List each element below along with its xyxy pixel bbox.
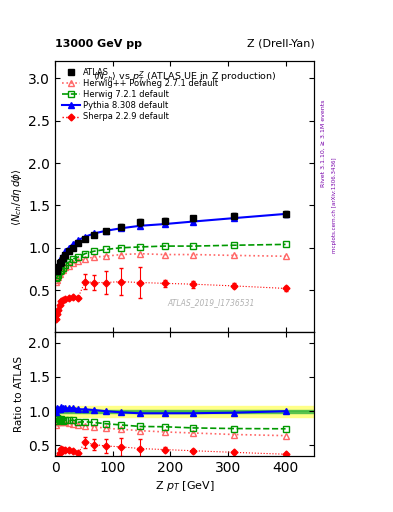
Pythia 8.308 default xyxy=(162,221,167,227)
Herwig 7.2.1 default xyxy=(118,245,123,251)
Herwig 7.2.1 default xyxy=(55,273,60,280)
Line: Herwig 7.2.1 default: Herwig 7.2.1 default xyxy=(53,241,289,282)
Herwig++ Powheg 2.7.1 default xyxy=(63,264,68,270)
Herwig 7.2.1 default xyxy=(283,241,288,247)
Herwig++ Powheg 2.7.1 default xyxy=(59,268,63,274)
Herwig++ Powheg 2.7.1 default xyxy=(118,251,123,258)
Pythia 8.308 default xyxy=(92,230,97,237)
Herwig++ Powheg 2.7.1 default xyxy=(57,271,62,277)
Pythia 8.308 default xyxy=(56,262,61,268)
Text: $\langle N_{ch}\rangle$ vs $p_T^Z$ (ATLAS UE in Z production): $\langle N_{ch}\rangle$ vs $p_T^Z$ (ATLA… xyxy=(93,70,277,85)
Herwig 7.2.1 default xyxy=(54,275,59,282)
Herwig 7.2.1 default xyxy=(162,243,167,249)
Herwig 7.2.1 default xyxy=(92,248,97,254)
Herwig 7.2.1 default xyxy=(57,268,62,274)
Pythia 8.308 default xyxy=(231,215,236,221)
Herwig++ Powheg 2.7.1 default xyxy=(66,263,71,269)
Pythia 8.308 default xyxy=(283,211,288,217)
Herwig++ Powheg 2.7.1 default xyxy=(83,255,87,262)
Pythia 8.308 default xyxy=(103,228,108,234)
Herwig++ Powheg 2.7.1 default xyxy=(283,253,288,259)
X-axis label: Z $p_T$ [GeV]: Z $p_T$ [GeV] xyxy=(155,479,215,493)
Herwig 7.2.1 default xyxy=(71,255,76,262)
Text: 13000 GeV pp: 13000 GeV pp xyxy=(55,38,142,49)
Herwig++ Powheg 2.7.1 default xyxy=(54,279,59,285)
Text: mcplots.cern.ch [arXiv:1306.3436]: mcplots.cern.ch [arXiv:1306.3436] xyxy=(332,157,337,252)
Pythia 8.308 default xyxy=(54,267,59,273)
Herwig++ Powheg 2.7.1 default xyxy=(55,277,60,283)
Text: ATLAS_2019_I1736531: ATLAS_2019_I1736531 xyxy=(167,298,254,307)
Herwig++ Powheg 2.7.1 default xyxy=(138,251,143,257)
Herwig 7.2.1 default xyxy=(191,243,196,249)
Herwig 7.2.1 default xyxy=(63,262,68,268)
Herwig++ Powheg 2.7.1 default xyxy=(71,260,76,266)
Line: Herwig++ Powheg 2.7.1 default: Herwig++ Powheg 2.7.1 default xyxy=(53,250,289,285)
Herwig 7.2.1 default xyxy=(56,272,61,278)
Herwig++ Powheg 2.7.1 default xyxy=(92,254,97,260)
Pythia 8.308 default xyxy=(57,258,62,264)
Herwig++ Powheg 2.7.1 default xyxy=(76,258,81,264)
Pythia 8.308 default xyxy=(76,237,81,243)
Herwig 7.2.1 default xyxy=(76,254,81,260)
Herwig++ Powheg 2.7.1 default xyxy=(162,251,167,258)
Herwig++ Powheg 2.7.1 default xyxy=(61,267,66,273)
Legend: ATLAS, Herwig++ Powheg 2.7.1 default, Herwig 7.2.1 default, Pythia 8.308 default: ATLAS, Herwig++ Powheg 2.7.1 default, He… xyxy=(59,66,221,124)
Text: Rivet 3.1.10, ≥ 3.1M events: Rivet 3.1.10, ≥ 3.1M events xyxy=(320,100,325,187)
Pythia 8.308 default xyxy=(59,255,63,261)
Line: Pythia 8.308 default: Pythia 8.308 default xyxy=(53,211,289,273)
Herwig 7.2.1 default xyxy=(231,242,236,248)
Text: Z (Drell-Yan): Z (Drell-Yan) xyxy=(247,38,314,49)
Herwig 7.2.1 default xyxy=(103,246,108,252)
Pythia 8.308 default xyxy=(61,251,66,258)
Pythia 8.308 default xyxy=(118,225,123,231)
Pythia 8.308 default xyxy=(138,223,143,229)
Herwig++ Powheg 2.7.1 default xyxy=(191,251,196,258)
Herwig 7.2.1 default xyxy=(61,265,66,271)
Y-axis label: Ratio to ATLAS: Ratio to ATLAS xyxy=(14,356,24,432)
Y-axis label: $\langle N_{ch}/d\eta\,d\phi\rangle$: $\langle N_{ch}/d\eta\,d\phi\rangle$ xyxy=(10,168,24,226)
Pythia 8.308 default xyxy=(191,219,196,225)
Pythia 8.308 default xyxy=(66,245,71,251)
Herwig 7.2.1 default xyxy=(83,251,87,257)
Pythia 8.308 default xyxy=(55,265,60,271)
Herwig++ Powheg 2.7.1 default xyxy=(103,253,108,259)
Herwig++ Powheg 2.7.1 default xyxy=(56,274,61,281)
Pythia 8.308 default xyxy=(71,241,76,247)
Herwig 7.2.1 default xyxy=(59,267,63,273)
Pythia 8.308 default xyxy=(63,248,68,254)
Herwig++ Powheg 2.7.1 default xyxy=(231,252,236,259)
Herwig 7.2.1 default xyxy=(138,244,143,250)
Herwig 7.2.1 default xyxy=(66,259,71,265)
Pythia 8.308 default xyxy=(83,233,87,240)
